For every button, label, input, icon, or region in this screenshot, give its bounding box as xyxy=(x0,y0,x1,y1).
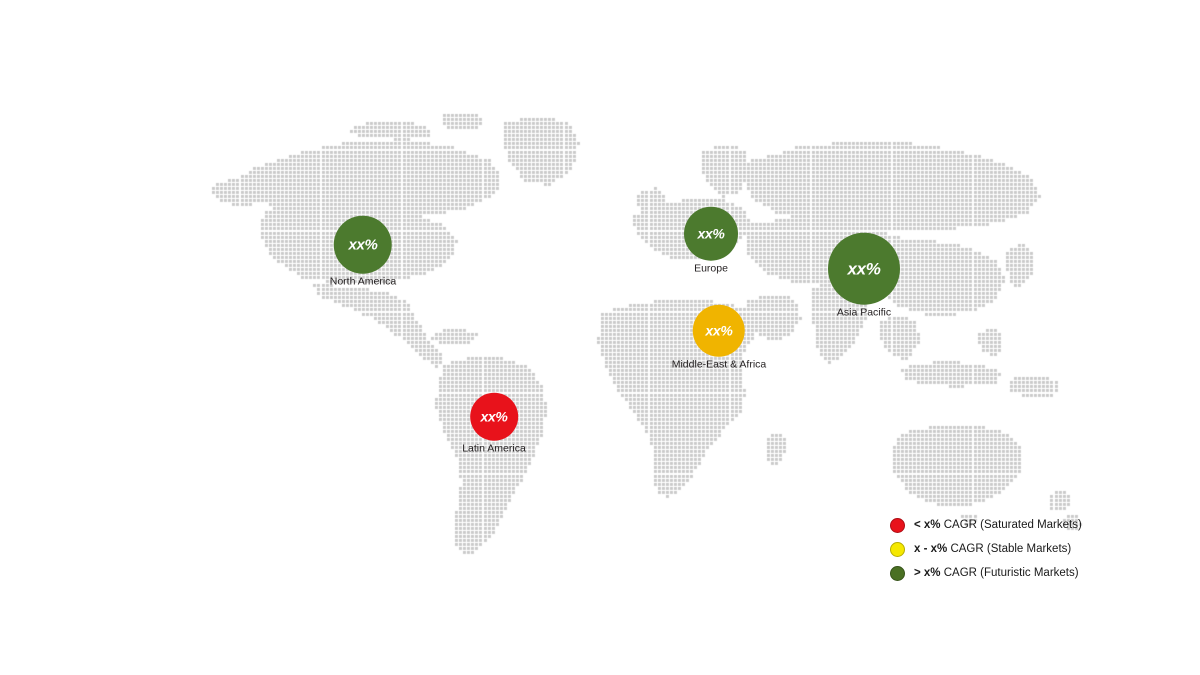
bubble-circle-middle-east-africa[interactable]: xx% xyxy=(692,304,745,357)
legend-text-1: x - x% CAGR (Stable Markets) xyxy=(914,542,1072,556)
bubble-value-europe: xx% xyxy=(697,225,725,242)
legend: < x% CAGR (Saturated Markets) x - x% CAGR… xyxy=(890,518,1082,581)
legend-dot-icon-1 xyxy=(890,542,905,557)
bubble-label-europe: Europe xyxy=(694,262,728,275)
region-bubble-north-america[interactable]: xx% North America xyxy=(329,215,397,289)
bubble-label-latin-america: Latin America xyxy=(462,442,526,455)
bubble-label-middle-east-africa: Middle-East & Africa xyxy=(671,358,767,371)
bubble-value-middle-east-africa: xx% xyxy=(705,322,733,339)
region-bubble-middle-east-africa[interactable]: xx% Middle-East & Africa xyxy=(671,304,767,372)
legend-text-0: < x% CAGR (Saturated Markets) xyxy=(914,518,1082,532)
legend-text-2: > x% CAGR (Futuristic Markets) xyxy=(914,566,1079,580)
legend-prefix-1: x - x% xyxy=(914,542,948,555)
region-bubble-latin-america[interactable]: xx% Latin America xyxy=(462,392,526,456)
bubble-label-north-america: North America xyxy=(329,275,397,288)
bubble-circle-north-america[interactable]: xx% xyxy=(334,215,392,274)
bubble-value-latin-america: xx% xyxy=(480,408,508,425)
bubble-value-asia-pacific: xx% xyxy=(847,259,881,279)
region-bubble-europe[interactable]: xx% Europe xyxy=(684,206,738,276)
legend-prefix-2: > x% xyxy=(914,566,941,579)
legend-suffix-1: CAGR (Stable Markets) xyxy=(950,542,1072,555)
legend-futuristic[interactable]: > x% CAGR (Futuristic Markets) xyxy=(890,566,1082,581)
legend-dot-icon-2 xyxy=(890,566,905,581)
legend-prefix-0: < x% xyxy=(914,518,941,531)
bubble-circle-asia-pacific[interactable]: xx% xyxy=(828,232,900,305)
bubble-value-north-america: xx% xyxy=(348,236,378,254)
region-bubble-asia-pacific[interactable]: xx% Asia Pacific xyxy=(828,232,900,320)
bubble-label-asia-pacific: Asia Pacific xyxy=(836,306,892,319)
legend-dot-icon-0 xyxy=(890,518,905,533)
legend-suffix-0: CAGR (Saturated Markets) xyxy=(943,518,1082,531)
bubble-circle-latin-america[interactable]: xx% xyxy=(470,392,518,441)
bubble-circle-europe[interactable]: xx% xyxy=(684,206,738,261)
legend-suffix-2: CAGR (Futuristic Markets) xyxy=(943,566,1079,579)
legend-saturated[interactable]: < x% CAGR (Saturated Markets) xyxy=(890,518,1082,533)
legend-stable[interactable]: x - x% CAGR (Stable Markets) xyxy=(890,542,1082,557)
